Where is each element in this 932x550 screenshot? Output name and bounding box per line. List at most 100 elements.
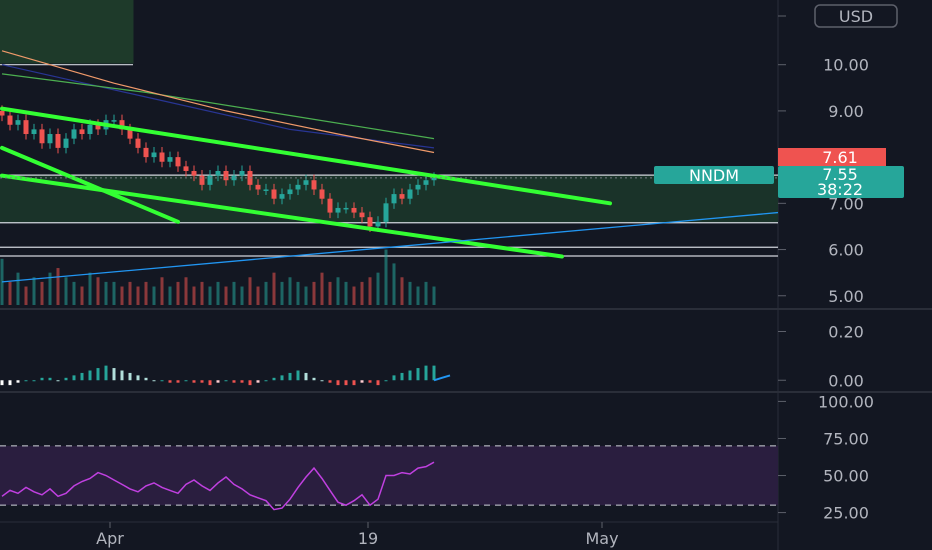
candle-body[interactable] (303, 180, 309, 185)
candle-body[interactable] (287, 189, 293, 195)
rsi-tick-label: 25.00 (823, 504, 869, 523)
volume-bar (376, 272, 380, 305)
volume-bar (304, 286, 308, 305)
candle-body[interactable] (151, 152, 157, 158)
candle-body[interactable] (415, 184, 421, 190)
rsi-line (1, 461, 435, 511)
volume-bar (320, 272, 324, 305)
candle-body[interactable] (63, 138, 69, 148)
candles[interactable] (0, 105, 437, 232)
candle-body[interactable] (23, 120, 29, 135)
volume-bar (416, 286, 420, 305)
candle-body[interactable] (335, 207, 341, 213)
candle-body[interactable] (71, 129, 77, 139)
candle-body[interactable] (191, 170, 197, 176)
candle-body[interactable] (215, 170, 221, 176)
volume-bar (280, 281, 284, 305)
price-tick-label: 10.00 (823, 56, 869, 75)
volume-bar (120, 286, 124, 305)
volume-bar (312, 281, 316, 305)
time-axis[interactable]: Apr 19 May (96, 522, 619, 548)
candle-body[interactable] (391, 194, 397, 204)
volume-bar (216, 281, 220, 305)
price-axis[interactable]: 10.009.008.007.006.005.000.200.00100.007… (778, 15, 874, 523)
candle-body[interactable] (39, 129, 45, 144)
histogram-bar (320, 380, 324, 382)
histogram-bar (48, 377, 52, 381)
candle-body[interactable] (95, 124, 101, 130)
candle-body[interactable] (239, 170, 245, 176)
candle-body[interactable] (0, 110, 5, 116)
candle-body[interactable] (47, 134, 53, 144)
volume-bar (360, 281, 364, 305)
histogram-bar (176, 380, 180, 383)
candle-body[interactable] (407, 189, 413, 199)
candle-body[interactable] (143, 147, 149, 158)
candle-body[interactable] (271, 189, 277, 199)
currency-badge[interactable] (814, 4, 898, 28)
volume-bar (208, 286, 212, 305)
time-tick-label: 19 (358, 529, 378, 548)
candle-body[interactable] (367, 217, 373, 227)
volume-bar (192, 286, 196, 305)
symbol-tag[interactable] (654, 166, 774, 184)
candle-body[interactable] (279, 194, 285, 199)
candle-body[interactable] (383, 203, 389, 222)
candle-body[interactable] (375, 221, 381, 227)
histogram-bar (152, 380, 156, 382)
histogram-bar (216, 380, 220, 383)
volume-bar (296, 281, 300, 305)
volume-bar (16, 272, 20, 305)
price-zone-box[interactable] (0, 175, 778, 223)
trendlines[interactable] (0, 106, 779, 283)
volume-bar (224, 286, 228, 305)
candle-body[interactable] (127, 129, 133, 139)
histogram-bar (424, 365, 428, 381)
candle-body[interactable] (263, 189, 269, 191)
volume-bar (56, 268, 60, 305)
candle-body[interactable] (175, 157, 181, 167)
candle-body[interactable] (343, 207, 349, 210)
candle-body[interactable] (431, 177, 437, 181)
candle-body[interactable] (399, 194, 405, 199)
zone-box-top-left[interactable] (0, 0, 134, 64)
candle-body[interactable] (119, 120, 125, 130)
candle-body[interactable] (199, 175, 205, 185)
channel-trendline[interactable] (0, 106, 612, 206)
candle-body[interactable] (327, 198, 333, 213)
candle-body[interactable] (31, 129, 37, 135)
histogram-bar (368, 380, 372, 383)
channel-trendline[interactable] (0, 145, 180, 224)
candle-body[interactable] (111, 120, 117, 122)
candle-body[interactable] (295, 184, 301, 190)
candle-body[interactable] (231, 175, 237, 181)
candle-body[interactable] (351, 207, 357, 213)
histogram-bar (208, 380, 212, 386)
candle-body[interactable] (183, 166, 189, 171)
histogram-bar (136, 375, 140, 381)
candle-body[interactable] (135, 138, 141, 148)
candle-body[interactable] (207, 175, 213, 185)
candle-body[interactable] (167, 157, 173, 162)
histogram-bar (336, 380, 340, 386)
candle-body[interactable] (15, 120, 21, 125)
price-tick-label: 9.00 (828, 102, 864, 121)
candle-body[interactable] (159, 152, 165, 162)
candle-body[interactable] (311, 180, 317, 190)
candle-body[interactable] (423, 180, 429, 185)
signal-line (433, 374, 451, 382)
candle-body[interactable] (55, 134, 61, 148)
candle-body[interactable] (223, 170, 229, 181)
candle-body[interactable] (7, 115, 13, 125)
histogram-bar (344, 380, 348, 386)
candle-body[interactable] (79, 129, 85, 135)
rsi-path (1, 461, 435, 511)
rsi-tick-label: 100.00 (818, 392, 874, 411)
candle-body[interactable] (87, 124, 93, 135)
volume-bar (8, 281, 12, 305)
candle-body[interactable] (255, 184, 261, 190)
candle-body[interactable] (319, 189, 325, 199)
volume-bar (24, 286, 28, 305)
candle-body[interactable] (359, 212, 365, 218)
blue-trendline[interactable] (1, 211, 779, 283)
